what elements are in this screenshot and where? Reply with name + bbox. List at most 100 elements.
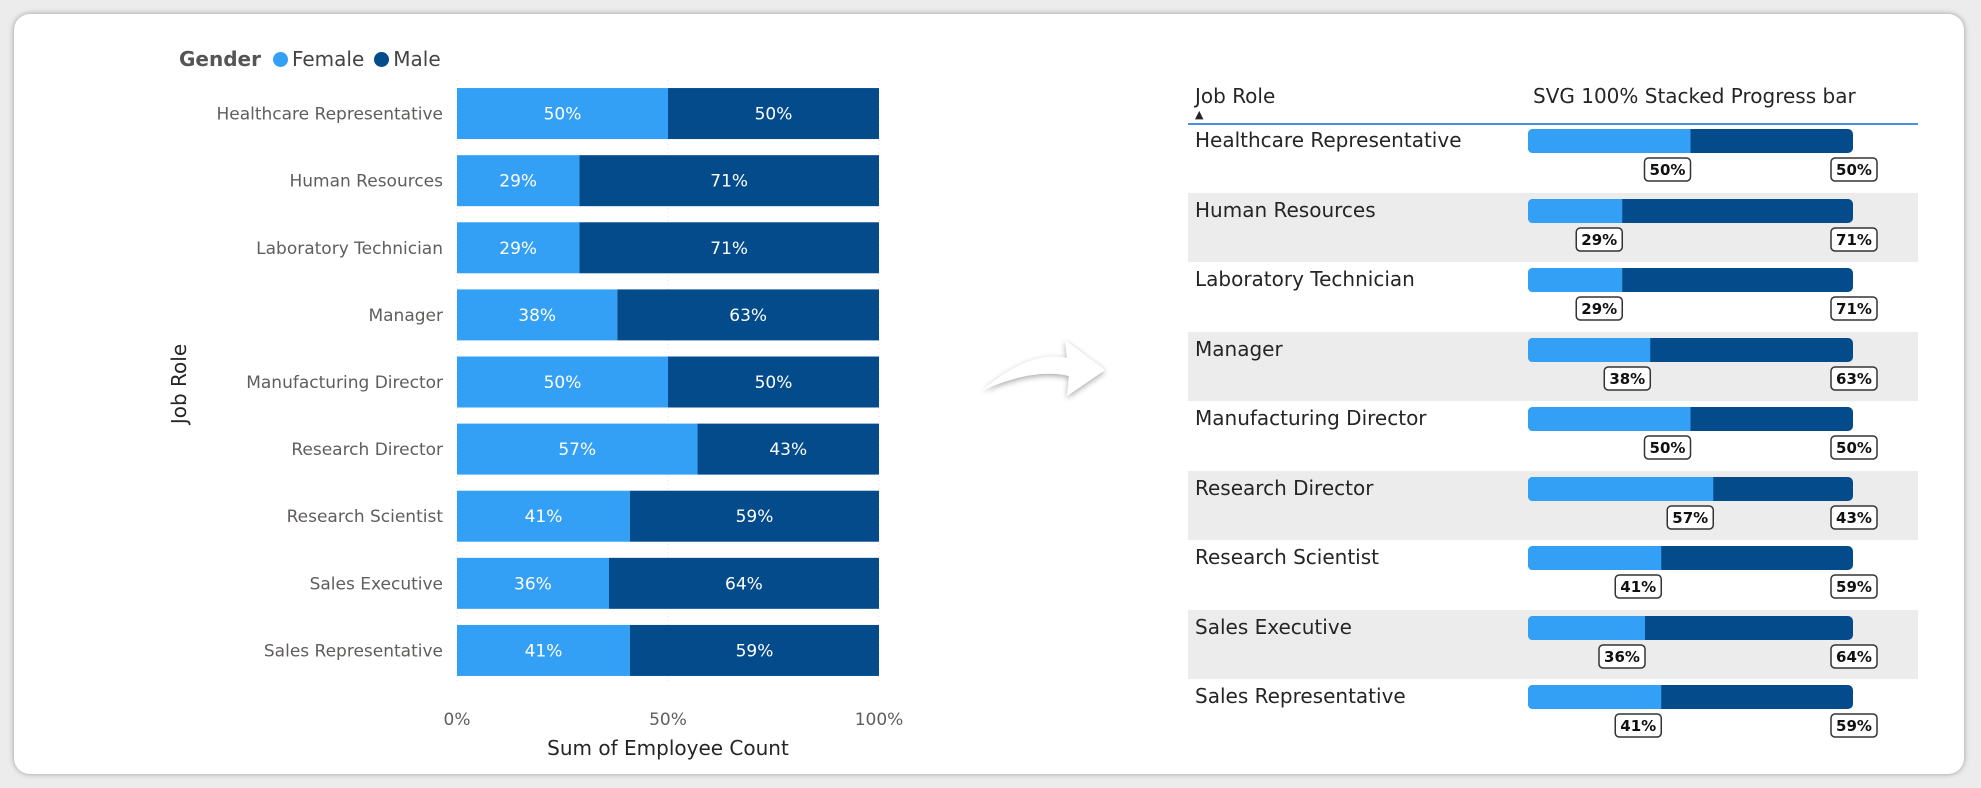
progress-label-male: 71% (1836, 231, 1872, 249)
x-axis-title: Sum of Employee Count (547, 736, 789, 760)
stacked-progress-bar: 50% 50% (1528, 407, 1878, 460)
bar-female[interactable] (457, 557, 609, 609)
data-label-female: 50% (544, 105, 582, 125)
progress-label-female: 29% (1581, 231, 1617, 249)
legend-male-label[interactable]: Male (393, 47, 441, 71)
bar-male[interactable] (630, 624, 879, 676)
progress-label-male: 50% (1836, 439, 1872, 457)
table-row[interactable]: Healthcare Representative 50% 50% (1188, 123, 1918, 193)
job-role-cell: Research Scientist (1195, 545, 1379, 569)
bar-male[interactable] (697, 423, 879, 475)
progress-label-female-box (1575, 296, 1623, 321)
data-label-female: 50% (544, 373, 582, 393)
x-tick-label: 100% (855, 710, 904, 730)
job-role-cell: Manager (1195, 336, 1283, 361)
progress-label-female: 41% (1620, 578, 1656, 596)
job-role-cell: Sales Executive (1195, 614, 1352, 639)
job-role-cell: Laboratory Technician (1195, 267, 1415, 291)
table-row[interactable]: Research Scientist 41% 59% (1188, 540, 1918, 610)
column-header-progress-bar[interactable]: SVG 100% Stacked Progress bar (1533, 84, 1856, 108)
progress-label-male-box (1830, 296, 1878, 321)
job-role-cell: Sales Representative (1195, 684, 1406, 708)
progress-female-segment (1528, 129, 1691, 153)
data-label-male: 50% (755, 373, 793, 393)
data-label-male: 59% (736, 507, 774, 527)
progress-female-segment (1528, 337, 1651, 362)
progress-label-male: 64% (1836, 648, 1872, 666)
data-label-male: 63% (729, 306, 767, 326)
progress-female-segment (1528, 615, 1645, 640)
data-label-male: 71% (710, 172, 748, 192)
progress-label-male-box (1830, 226, 1878, 252)
stacked-progress-bar: 41% 59% (1528, 685, 1878, 738)
table-body: Healthcare Representative 50% 50% Human Res… (1188, 123, 1918, 749)
y-tick-label: Sales Executive (310, 574, 443, 594)
progress-label-female: 41% (1620, 717, 1656, 735)
progress-label-female-box (1666, 504, 1714, 530)
data-label-male: 59% (736, 641, 774, 661)
y-tick-label: Research Director (291, 440, 443, 460)
sort-ascending-icon[interactable]: ▲ (1195, 108, 1204, 121)
table-row[interactable]: Laboratory Technician 29% 71% (1188, 262, 1918, 332)
table-row[interactable]: Human Resources 29% 71% (1188, 192, 1918, 262)
progress-label-female-box (1575, 226, 1623, 252)
stacked-progress-bar: 57% 43% (1528, 476, 1878, 530)
progress-female-segment (1528, 476, 1714, 501)
stacked-progress-bar: 29% 71% (1528, 198, 1878, 252)
data-label-female: 29% (499, 172, 537, 192)
bar-female[interactable] (457, 88, 668, 140)
table-row[interactable]: Manager 38% 63% (1188, 331, 1918, 401)
bar-male[interactable] (630, 490, 879, 542)
progress-label-female-box (1603, 365, 1652, 391)
legend-female-label[interactable]: Female (291, 47, 365, 71)
data-label-female: 36% (514, 574, 552, 594)
chart-legend: Gender Female Male (179, 44, 451, 74)
bar-female[interactable] (457, 155, 580, 207)
bar-male[interactable] (579, 155, 879, 207)
curved-arrow-right-icon (983, 340, 1105, 396)
column-header-job-role[interactable]: Job Role (1195, 84, 1276, 108)
progress-label-male-box (1830, 504, 1878, 530)
bar-male[interactable] (579, 222, 879, 274)
progress-label-female-box (1598, 643, 1646, 669)
progress-label-female: 29% (1581, 300, 1617, 318)
progress-female-segment (1528, 268, 1623, 292)
table-row[interactable]: Manufacturing Director 50% 50% (1188, 401, 1918, 471)
table-row[interactable]: Research Director 57% 43% (1188, 470, 1918, 540)
bar-female[interactable] (457, 423, 698, 475)
progress-label-male: 59% (1836, 578, 1872, 596)
progress-label-male-box (1830, 157, 1878, 182)
progress-female-segment (1528, 685, 1662, 709)
bar-male[interactable] (608, 557, 879, 609)
y-tick-label: Manager (368, 306, 443, 326)
stacked-progress-bar: 36% 64% (1528, 615, 1878, 669)
bar-female[interactable] (457, 289, 618, 341)
y-tick-label: Healthcare Representative (216, 105, 443, 125)
progress-female-segment (1528, 407, 1691, 431)
bar-female[interactable] (457, 222, 580, 274)
progress-label-male: 59% (1836, 717, 1872, 735)
legend-title: Gender (179, 47, 261, 71)
table-row[interactable]: Sales Representative 41% 59% (1188, 679, 1918, 749)
progress-label-male-box (1830, 574, 1878, 599)
data-label-female: 29% (499, 239, 537, 259)
bar-female[interactable] (457, 356, 668, 408)
progress-label-female: 57% (1672, 509, 1708, 527)
bar-male[interactable] (668, 88, 879, 140)
data-label-female: 38% (518, 306, 556, 326)
progress-female-segment (1528, 546, 1662, 570)
y-axis-title: Job Role (167, 344, 191, 426)
data-label-male: 71% (710, 239, 748, 259)
bar-male[interactable] (668, 356, 879, 408)
bar-male[interactable] (617, 289, 879, 341)
progress-label-male-box (1830, 643, 1878, 669)
stacked-progress-bar: 50% 50% (1528, 129, 1878, 182)
progress-label-female-box (1614, 574, 1662, 599)
progress-label-female-box (1643, 435, 1692, 460)
progress-label-male: 71% (1836, 300, 1872, 318)
bar-female[interactable] (457, 624, 631, 676)
bar-female[interactable] (457, 490, 631, 542)
x-tick-label: 0% (444, 710, 471, 730)
table-row[interactable]: Sales Executive 36% 64% (1188, 609, 1918, 679)
data-label-male: 50% (755, 105, 793, 125)
